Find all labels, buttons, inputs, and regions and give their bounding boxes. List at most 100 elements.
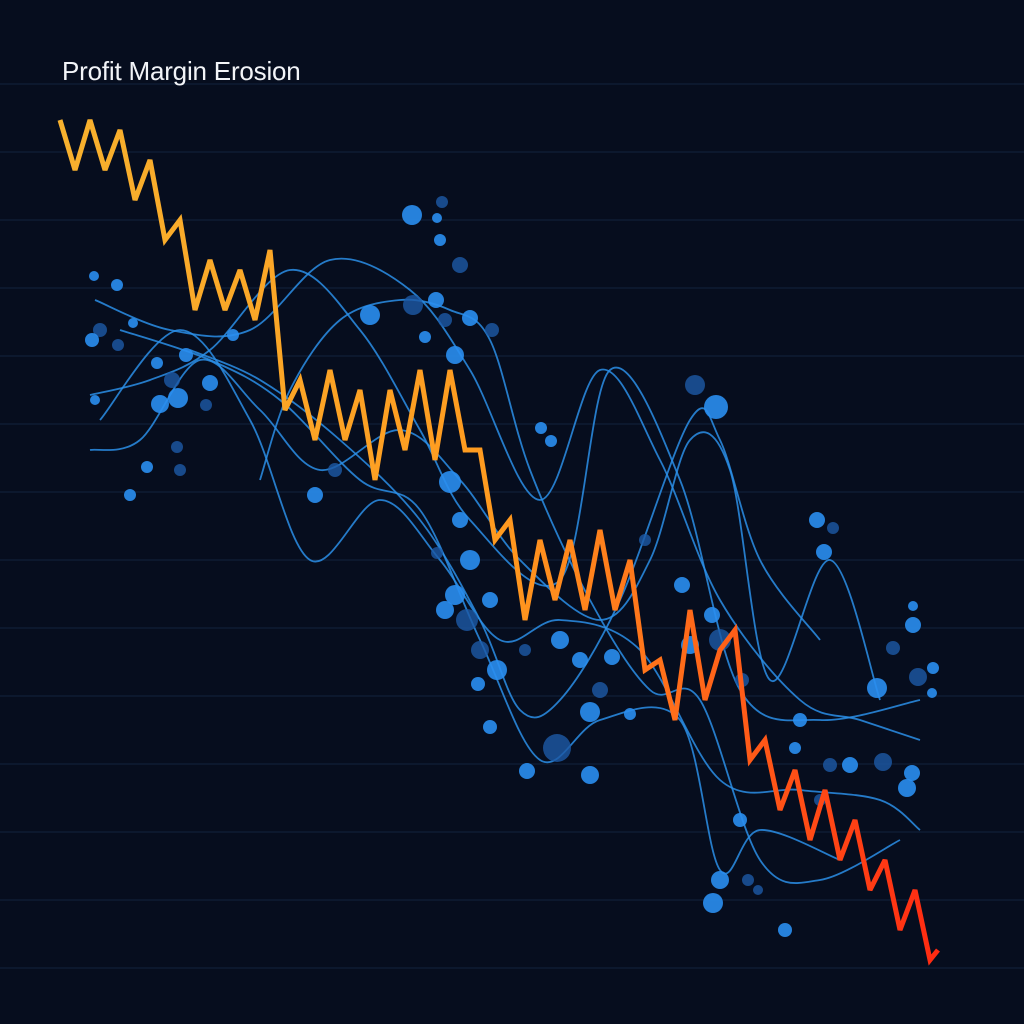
bubble-point <box>328 463 342 477</box>
bubble-point <box>307 487 323 503</box>
curve-line-5 <box>119 329 841 875</box>
bubble-point <box>445 585 465 605</box>
main-series <box>57 119 940 966</box>
curve-line-6 <box>259 298 901 884</box>
bubble-point <box>360 305 380 325</box>
bubble-point <box>432 213 442 223</box>
bubble-point <box>124 489 136 501</box>
bubble-point <box>434 234 446 246</box>
bubble-point <box>874 753 892 771</box>
bubble-point <box>639 534 651 546</box>
bubble-point <box>816 544 832 560</box>
bubble-point <box>446 346 464 364</box>
bubble-point <box>704 607 720 623</box>
bubble-point <box>438 313 452 327</box>
gridlines <box>0 83 1024 969</box>
bubble-point <box>580 702 600 722</box>
bubble-point <box>227 329 239 341</box>
bubble-point <box>733 813 747 827</box>
bubble-point <box>927 662 939 674</box>
bubble-point <box>419 331 431 343</box>
bubble-point <box>551 631 569 649</box>
bubble-point <box>519 763 535 779</box>
curve-line-7 <box>189 349 821 719</box>
curve-line-2 <box>89 269 921 722</box>
bubble-point <box>778 923 792 937</box>
bubble-point <box>519 644 531 656</box>
scatter-bubbles <box>85 196 939 937</box>
bubble-point <box>471 641 489 659</box>
bubble-point <box>111 279 123 291</box>
bubble-point <box>581 766 599 784</box>
bubble-point <box>592 682 608 698</box>
bubble-point <box>742 874 754 886</box>
bubble-point <box>867 678 887 698</box>
bubble-point <box>168 388 188 408</box>
blue-curves <box>89 257 921 884</box>
bubble-point <box>90 395 100 405</box>
curve-line-3 <box>89 358 881 701</box>
bubble-point <box>624 708 636 720</box>
bubble-point <box>905 617 921 633</box>
bubble-point <box>909 668 927 686</box>
bubble-point <box>898 779 916 797</box>
bubble-point <box>842 757 858 773</box>
bubble-point <box>604 649 620 665</box>
bubble-point <box>904 765 920 781</box>
bubble-point <box>428 292 444 308</box>
curve-line-1 <box>94 257 921 741</box>
bubble-point <box>89 271 99 281</box>
bubble-point <box>436 196 448 208</box>
bubble-point <box>789 742 801 754</box>
bubble-point <box>452 257 468 273</box>
bubble-point <box>793 713 807 727</box>
bubble-point <box>674 577 690 593</box>
bubble-point <box>685 375 705 395</box>
bubble-point <box>431 547 443 559</box>
bubble-point <box>704 395 728 419</box>
bubble-point <box>402 205 422 225</box>
bubble-point <box>202 375 218 391</box>
bubble-point <box>886 641 900 655</box>
bubble-point <box>487 660 507 680</box>
bubble-point <box>452 512 468 528</box>
bubble-point <box>85 333 99 347</box>
bubble-point <box>823 758 837 772</box>
bubble-point <box>174 464 186 476</box>
bubble-point <box>200 399 212 411</box>
bubble-point <box>460 550 480 570</box>
bubble-point <box>483 720 497 734</box>
bubble-point <box>703 893 723 913</box>
bubble-point <box>439 471 461 493</box>
bubble-point <box>908 601 918 611</box>
bubble-point <box>141 461 153 473</box>
bubble-point <box>462 310 478 326</box>
bubble-point <box>711 871 729 889</box>
bubble-point <box>456 609 478 631</box>
bubble-point <box>151 395 169 413</box>
bubble-point <box>753 885 763 895</box>
bubble-point <box>436 601 454 619</box>
bubble-point <box>485 323 499 337</box>
bubble-point <box>482 592 498 608</box>
bubble-point <box>403 295 423 315</box>
bubble-point <box>543 734 571 762</box>
bubble-point <box>151 357 163 369</box>
bubble-point <box>809 512 825 528</box>
bubble-point <box>93 323 107 337</box>
bubble-point <box>112 339 124 351</box>
bubble-point <box>164 372 180 388</box>
bubble-point <box>471 677 485 691</box>
bubble-point <box>827 522 839 534</box>
bubble-point <box>535 422 547 434</box>
bubble-point <box>171 441 183 453</box>
main-series-line <box>57 119 940 966</box>
bubble-point <box>179 348 193 362</box>
bubble-point <box>128 318 138 328</box>
bubble-point <box>927 688 937 698</box>
bubble-point <box>572 652 588 668</box>
bubble-point <box>545 435 557 447</box>
chart-title: Profit Margin Erosion <box>62 56 301 86</box>
